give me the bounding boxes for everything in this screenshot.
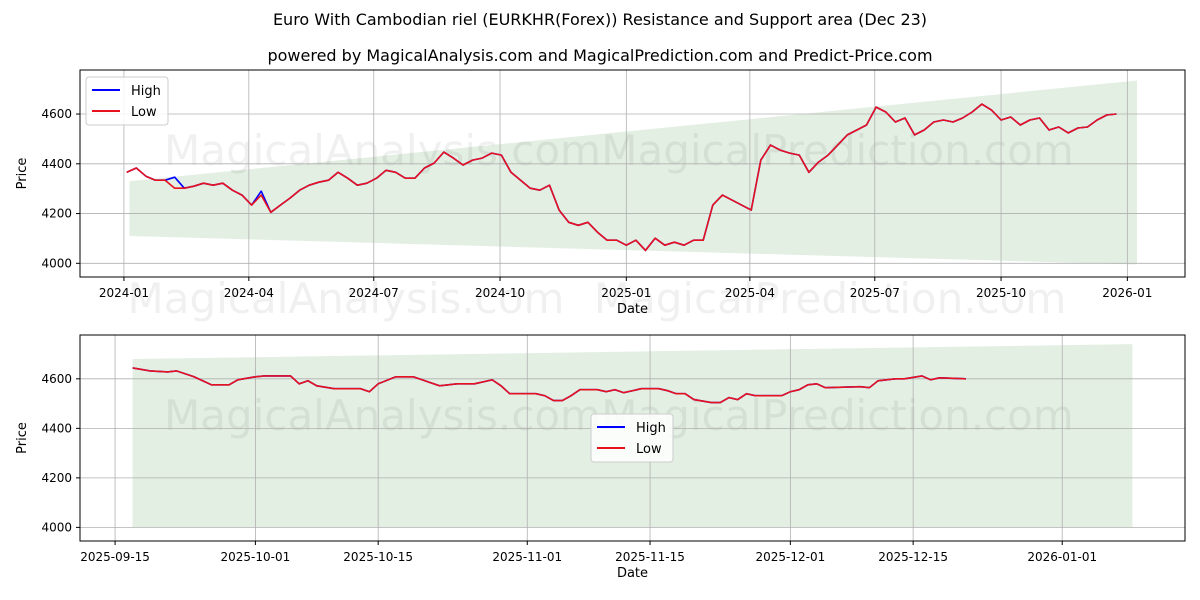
x-tick-label: 2025-10-01: [221, 550, 291, 564]
x-tick-label: 2024-10: [475, 286, 525, 300]
legend-label-high: High: [636, 421, 666, 436]
legend: High Low: [590, 413, 674, 463]
y-tick-label: 4600: [41, 372, 72, 386]
chart-title: Euro With Cambodian riel (EURKHR(Forex))…: [272, 10, 928, 29]
y-tick-label: 4000: [41, 520, 72, 534]
y-tick-label: 4400: [41, 421, 72, 435]
y-axis-label: Price: [15, 422, 30, 454]
y-tick-label: 4200: [41, 207, 72, 221]
series-low-line: [132, 367, 966, 404]
chart-subtitle: powered by MagicalAnalysis.com and Magic…: [267, 46, 933, 65]
watermark-text: MagicalAnalysis.com: [164, 391, 601, 440]
x-tick-label: 2025-11-01: [492, 550, 562, 564]
legend-label-low: Low: [131, 105, 157, 120]
x-tick-label: 2025-01: [601, 286, 651, 300]
x-tick-label: 2025-12-01: [755, 550, 825, 564]
x-tick-label: 2024-04: [224, 286, 274, 300]
legend-label-low: Low: [636, 442, 662, 457]
x-axis-label: Date: [617, 566, 648, 581]
watermark-text: MagicalPrediction.com: [601, 126, 1074, 175]
watermark-text: MagicalPrediction.com: [601, 391, 1074, 440]
x-tick-label: 2025-12-15: [878, 550, 948, 564]
x-tick-label: 2025-09-15: [80, 550, 150, 564]
legend-label-high: High: [131, 84, 161, 99]
x-tick-label: 2026-01-01: [1027, 550, 1097, 564]
x-tick-label: 2024-07: [349, 286, 399, 300]
support-resistance-band: [129, 80, 1137, 265]
x-axis-label: Date: [617, 302, 648, 317]
watermark-text: MagicalPrediction.com: [594, 274, 1067, 323]
y-tick-label: 4000: [41, 256, 72, 270]
axes-frame: [79, 334, 1186, 542]
legend: High Low: [85, 76, 169, 126]
watermark-text: MagicalAnalysis.com: [128, 274, 565, 323]
y-tick-label: 4400: [41, 157, 72, 171]
y-axis-label: Price: [15, 158, 30, 190]
x-tick-label: 2025-11-15: [615, 550, 685, 564]
x-tick-label: 2025-10: [976, 286, 1026, 300]
series-low-line: [126, 103, 1117, 252]
x-tick-label: 2025-04: [725, 286, 775, 300]
x-tick-label: 2024-01: [99, 286, 149, 300]
y-tick-label: 4600: [41, 107, 72, 121]
axes-frame: [79, 69, 1186, 278]
x-tick-label: 2026-01: [1102, 286, 1152, 300]
x-tick-label: 2025-10-15: [343, 550, 413, 564]
chart-panel-1: MagicalAnalysis.com MagicalPrediction.com…: [15, 69, 1186, 317]
chart-panel-2: MagicalAnalysis.com MagicalPrediction.com…: [15, 334, 1186, 581]
watermark-text: MagicalAnalysis.com: [164, 126, 601, 175]
x-tick-label: 2025-07: [850, 286, 900, 300]
y-tick-label: 4200: [41, 471, 72, 485]
